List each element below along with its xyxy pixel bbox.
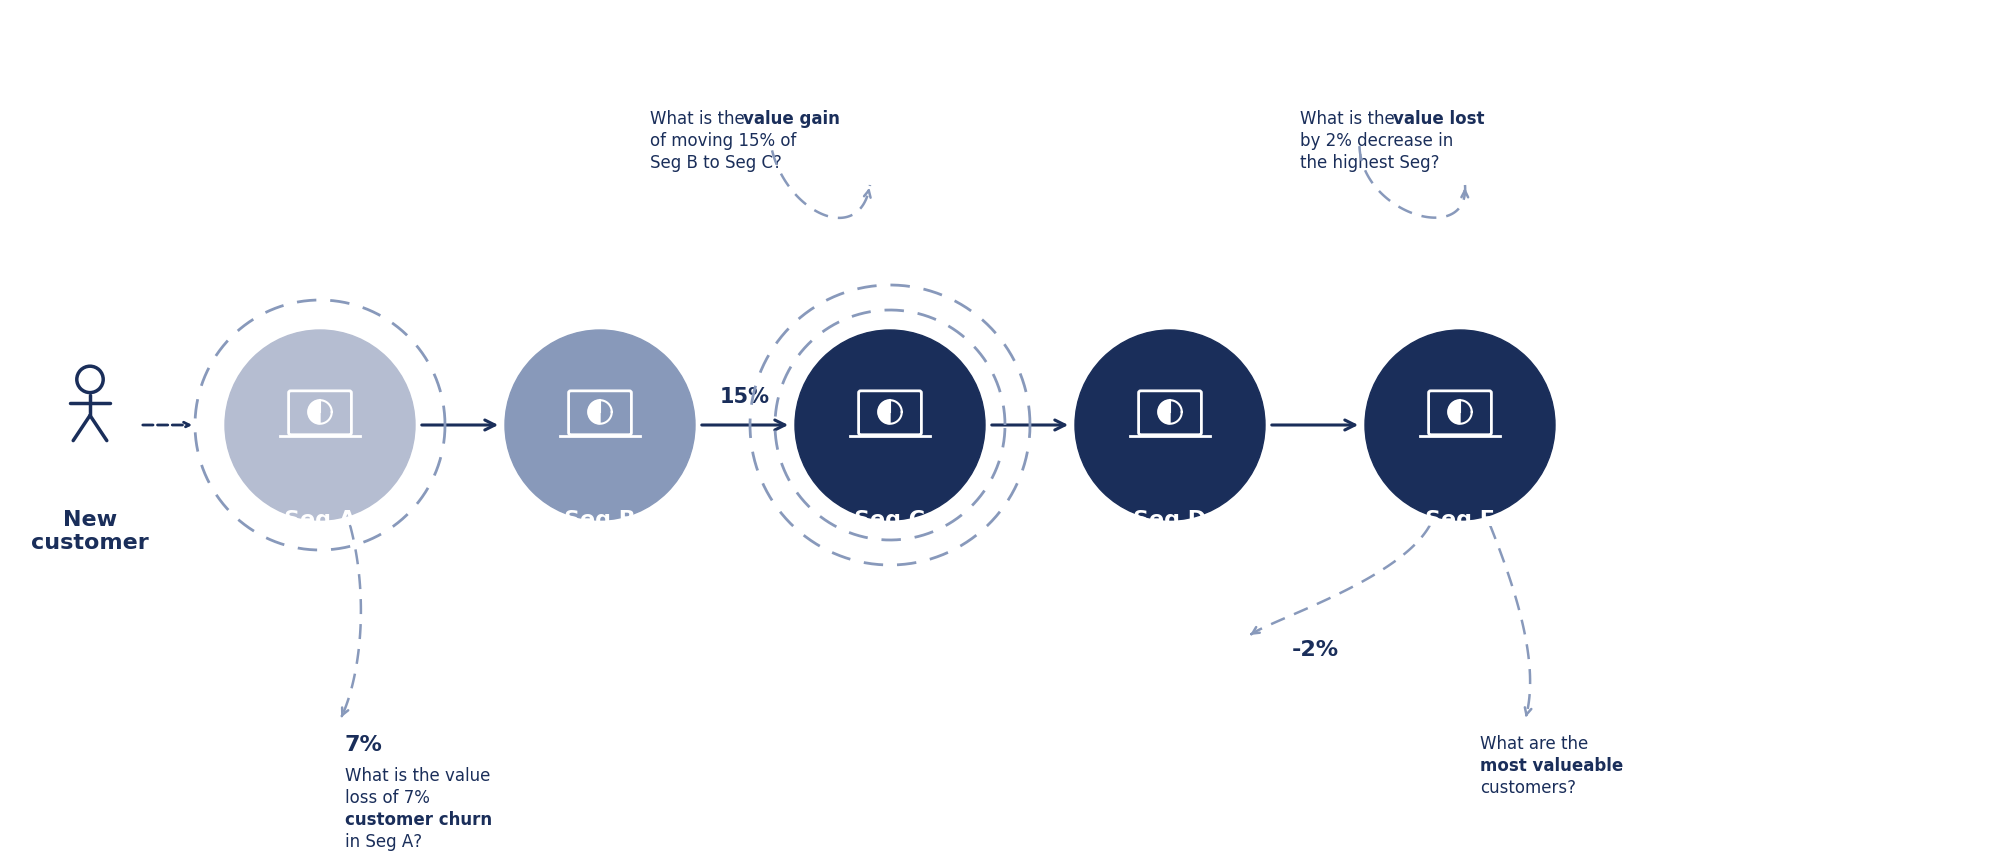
Text: Seg A: Seg A: [284, 510, 356, 530]
Polygon shape: [1448, 400, 1460, 424]
Circle shape: [796, 330, 984, 520]
Text: Seg B to Seg C?: Seg B to Seg C?: [650, 154, 782, 172]
Polygon shape: [878, 400, 890, 424]
Polygon shape: [1158, 400, 1170, 424]
Polygon shape: [308, 400, 320, 424]
Text: Seg E: Seg E: [1426, 510, 1494, 530]
Text: of moving 15% of: of moving 15% of: [650, 132, 796, 150]
Polygon shape: [588, 400, 600, 424]
Text: New
customer: New customer: [32, 510, 148, 553]
Text: 7%: 7%: [346, 735, 382, 755]
Text: value lost: value lost: [1392, 110, 1484, 128]
Text: 15%: 15%: [720, 387, 770, 407]
Circle shape: [504, 330, 696, 520]
Text: -2%: -2%: [1292, 640, 1338, 660]
Text: Seg D: Seg D: [1134, 510, 1206, 530]
Text: What is the: What is the: [1300, 110, 1400, 128]
Text: by 2% decrease in: by 2% decrease in: [1300, 132, 1454, 150]
Text: What is the value: What is the value: [346, 767, 490, 785]
Text: What are the: What are the: [1480, 735, 1588, 753]
Text: Seg C: Seg C: [854, 510, 926, 530]
Text: loss of 7%: loss of 7%: [346, 789, 430, 807]
Text: What is the: What is the: [650, 110, 750, 128]
Text: customer churn: customer churn: [346, 811, 492, 829]
Circle shape: [1364, 330, 1556, 520]
Circle shape: [1076, 330, 1266, 520]
Circle shape: [224, 330, 416, 520]
Text: the highest Seg?: the highest Seg?: [1300, 154, 1440, 172]
Text: in Seg A?: in Seg A?: [346, 833, 422, 851]
Text: Seg B: Seg B: [564, 510, 636, 530]
Text: value gain: value gain: [744, 110, 840, 128]
Text: customers?: customers?: [1480, 779, 1576, 797]
Text: most valueable: most valueable: [1480, 757, 1624, 775]
